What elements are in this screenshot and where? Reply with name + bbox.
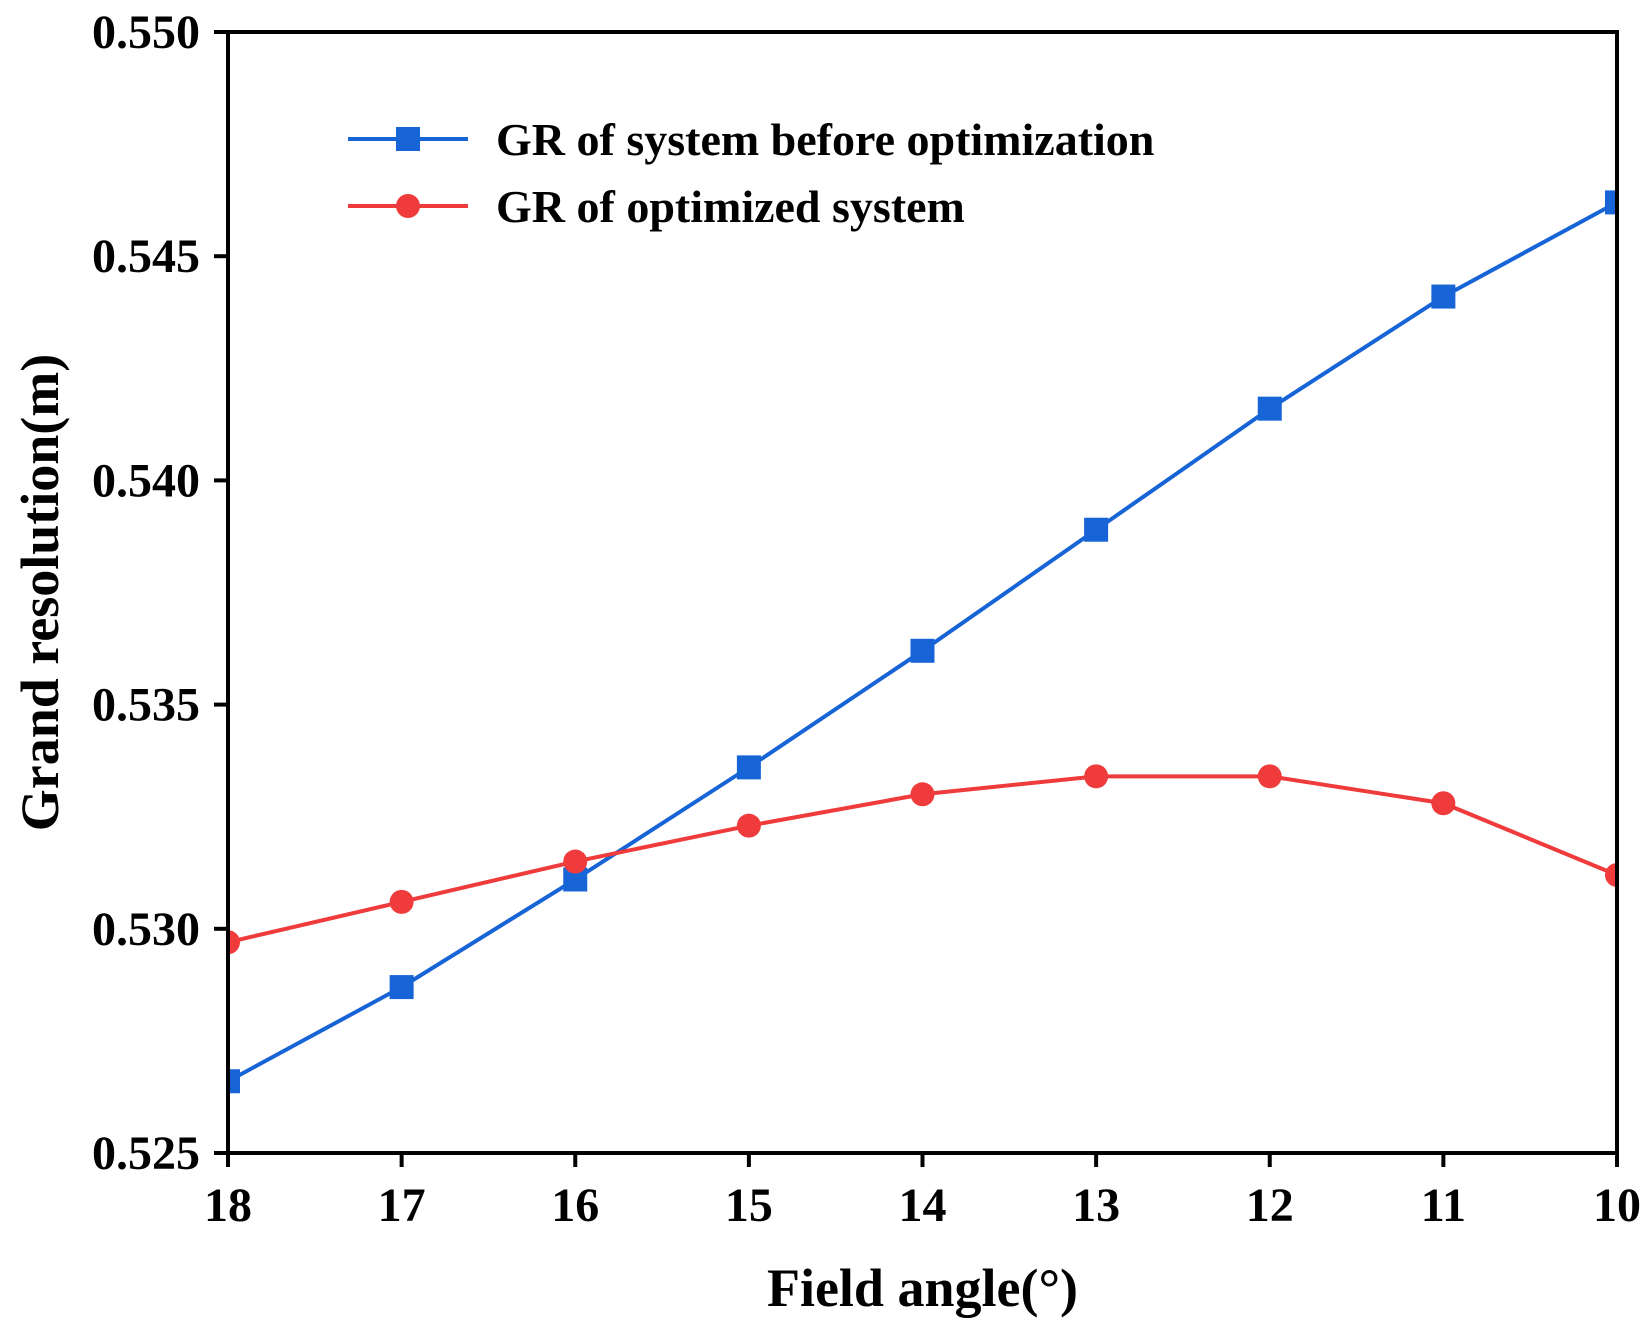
- data-point-circle: [1431, 791, 1456, 816]
- x-tick-label: 13: [1072, 1179, 1120, 1232]
- data-point-square: [736, 755, 761, 780]
- x-tick-label: 10: [1593, 1179, 1641, 1232]
- data-point-circle: [563, 849, 588, 874]
- data-point-circle: [910, 782, 935, 807]
- data-point-circle: [1257, 764, 1282, 789]
- legend-marker-square: [396, 127, 420, 151]
- y-tick-label: 0.550: [92, 6, 200, 59]
- legend-entry-optimized: GR of optimized system: [348, 181, 965, 232]
- data-point-square: [1257, 396, 1282, 421]
- y-tick-label: 0.545: [92, 230, 200, 283]
- legend-entry-before-optimization: GR of system before optimization: [348, 114, 1154, 165]
- series-layer: [228, 190, 1617, 1094]
- y-tick-label: 0.525: [92, 1127, 200, 1180]
- legend-label-before-optimization: GR of system before optimization: [496, 114, 1154, 165]
- data-point-circle: [1605, 862, 1617, 887]
- x-tick-label: 16: [551, 1179, 599, 1232]
- y-tick-label: 0.540: [92, 454, 200, 507]
- y-axis-title: Grand resolution(m): [10, 354, 70, 832]
- data-point-circle: [736, 813, 761, 838]
- x-tick-label: 11: [1421, 1179, 1466, 1232]
- ticks-layer: 18 17 16 15 14 13 12 11 10 0.525 0.530 0.535 0.540 0.…: [92, 6, 1641, 1232]
- data-point-circle: [389, 889, 414, 914]
- series-before-optimization: [228, 190, 1617, 1094]
- data-point-circle: [228, 930, 240, 955]
- x-tick-label: 17: [378, 1179, 426, 1232]
- data-point-square: [228, 1069, 240, 1094]
- data-point-square: [910, 638, 935, 663]
- legend: GR of system before optimization GR of o…: [348, 114, 1154, 232]
- x-tick-label: 12: [1246, 1179, 1294, 1232]
- y-tick-label: 0.530: [92, 903, 200, 956]
- data-point-square: [1084, 517, 1109, 542]
- data-point-square: [389, 975, 414, 1000]
- data-point-square: [1605, 190, 1617, 215]
- data-point-square: [1431, 284, 1456, 309]
- series-optimized: [228, 764, 1617, 955]
- y-tick-label: 0.535: [92, 679, 200, 732]
- x-tick-label: 14: [899, 1179, 947, 1232]
- x-tick-label: 15: [725, 1179, 773, 1232]
- data-point-circle: [1084, 764, 1109, 789]
- legend-marker-circle: [396, 194, 420, 218]
- legend-label-optimized: GR of optimized system: [496, 181, 965, 232]
- x-axis-title: Field angle(°): [767, 1258, 1078, 1318]
- x-tick-label: 18: [204, 1179, 252, 1232]
